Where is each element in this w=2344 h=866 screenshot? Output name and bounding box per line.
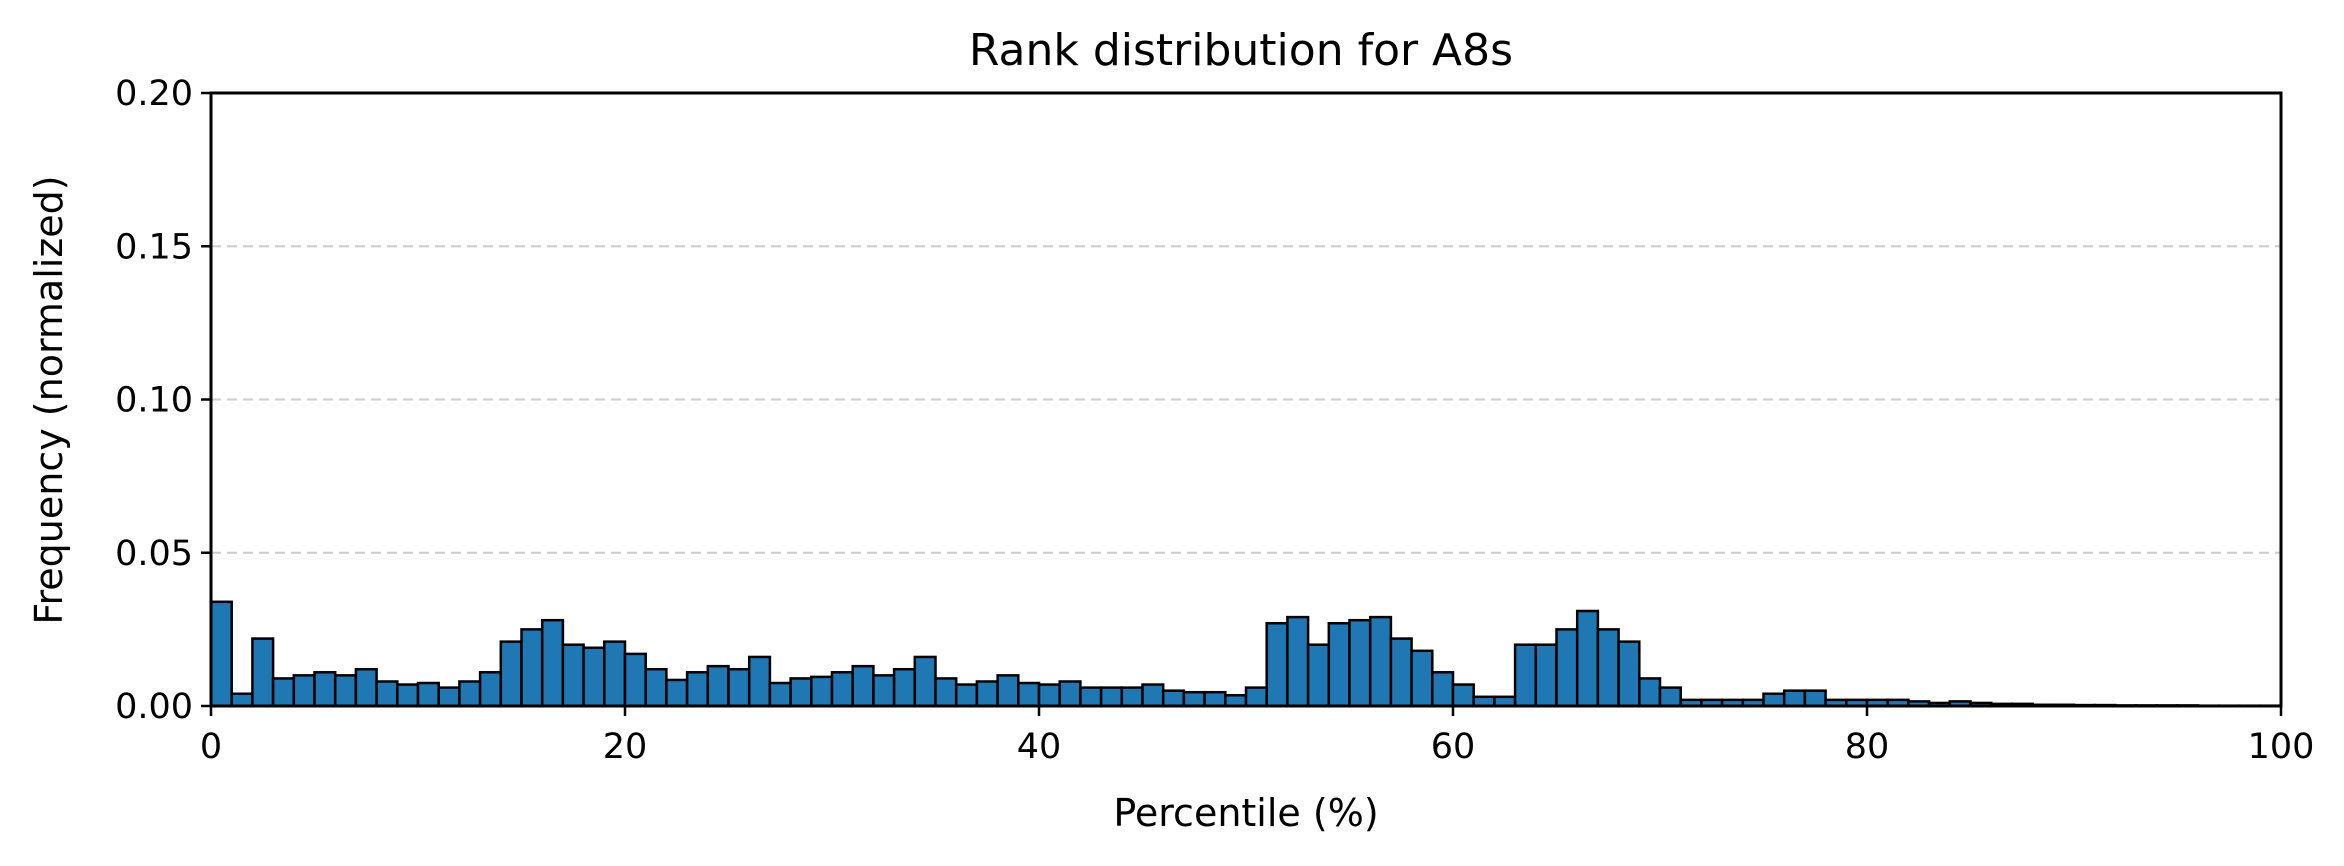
bar-49 (1224, 694, 1248, 708)
x-axis-ticks: 0 20 40 60 80 100 (200, 706, 2315, 767)
bar-25 (727, 667, 751, 708)
bar-45 (1141, 683, 1165, 708)
x-tick-label-5: 100 (2248, 727, 2315, 767)
bar-50 (1244, 686, 1268, 708)
bar-53 (1306, 643, 1331, 708)
bar-15 (520, 628, 544, 708)
bar-37 (975, 680, 999, 708)
bar-30 (830, 671, 854, 708)
x-tick-label-2: 40 (1017, 727, 1062, 767)
bar-57 (1389, 637, 1413, 708)
bar-77 (1803, 689, 1827, 708)
bar-26 (747, 655, 772, 708)
bar-9 (396, 683, 420, 708)
y-tick-label-4: 0.20 (115, 74, 193, 114)
bar-69 (1638, 677, 1662, 708)
bar-44 (1120, 686, 1144, 708)
bar-67 (1596, 628, 1620, 708)
y-tick-label-1: 0.05 (115, 534, 193, 574)
bar-17 (561, 643, 585, 708)
y-axis-label: Frequency (normalized) (27, 175, 71, 624)
bar-5 (313, 671, 337, 708)
y-tick-label-0: 0.00 (115, 687, 193, 727)
bar-31 (851, 664, 875, 708)
bar-58 (1410, 649, 1434, 708)
bar-60 (1451, 683, 1475, 708)
bar-42 (1079, 686, 1103, 708)
bar-28 (789, 677, 813, 708)
bar-14 (499, 640, 523, 708)
bar-6 (333, 674, 358, 708)
bar-70 (1658, 686, 1682, 708)
x-tick-label-0: 0 (200, 727, 222, 767)
bar-55 (1348, 618, 1372, 708)
bar-21 (644, 667, 668, 708)
bar-54 (1327, 621, 1351, 708)
bar-41 (1058, 680, 1082, 708)
y-axis-ticks: 0.00 0.05 0.10 0.15 0.20 (115, 74, 211, 727)
bar-22 (665, 678, 689, 708)
bar-59 (1431, 671, 1455, 708)
bar-65 (1555, 628, 1579, 708)
bar-19 (603, 640, 627, 708)
x-tick-label-1: 20 (603, 727, 648, 767)
bar-35 (934, 677, 958, 708)
bar-7 (354, 667, 378, 708)
bar-47 (1182, 690, 1206, 708)
bar-32 (872, 674, 896, 708)
x-axis-label: Percentile (%) (1113, 791, 1378, 835)
y-tick-label-2: 0.10 (115, 381, 193, 421)
bar-24 (706, 664, 730, 708)
bar-38 (996, 674, 1020, 708)
bar-16 (540, 618, 565, 708)
bar-3 (271, 677, 296, 708)
bar-8 (375, 680, 399, 708)
bar-27 (768, 681, 792, 708)
bar-1 (230, 692, 254, 708)
bar-64 (1534, 643, 1558, 708)
bar-66 (1575, 609, 1600, 708)
bar-12 (458, 680, 482, 708)
bar-43 (1099, 686, 1124, 708)
bar-52 (1286, 615, 1310, 708)
bar-11 (437, 686, 461, 708)
bar-36 (954, 683, 979, 708)
bar-56 (1368, 615, 1393, 708)
x-tick-label-4: 80 (1845, 727, 1890, 767)
y-tick-label-3: 0.15 (115, 227, 193, 267)
bar-63 (1513, 643, 1538, 708)
chart-title: Rank distribution for A8s (969, 25, 1513, 76)
bar-46 (1161, 689, 1186, 708)
bar-51 (1265, 621, 1289, 708)
bar-68 (1617, 640, 1641, 708)
bar-33 (892, 667, 917, 708)
bar-10 (416, 681, 440, 708)
bar-76 (1782, 689, 1807, 708)
bar-20 (623, 652, 647, 708)
bar-75 (1762, 692, 1786, 708)
bar-13 (478, 671, 503, 708)
bar-48 (1203, 690, 1227, 708)
bar-40 (1037, 683, 1061, 708)
bar-23 (685, 671, 710, 708)
bar-4 (292, 674, 316, 708)
bar-0 (209, 600, 233, 708)
bar-29 (810, 675, 834, 708)
gridlines (211, 245, 2281, 554)
bar-2 (251, 637, 275, 708)
bars (209, 600, 2283, 708)
bar-34 (913, 655, 937, 708)
bar-39 (1017, 681, 1041, 708)
x-tick-label-3: 60 (1431, 727, 1476, 767)
bar-18 (582, 646, 606, 708)
